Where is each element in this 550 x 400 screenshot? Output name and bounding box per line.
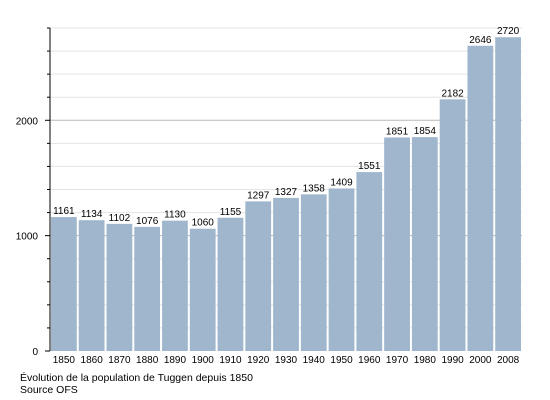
chart-caption: Évolution de la population de Tuggen dep…: [20, 372, 253, 384]
data-label: 2646: [469, 35, 492, 46]
x-tick-label: 1960: [358, 355, 381, 366]
x-tick-label: 1870: [108, 355, 131, 366]
bar: [78, 220, 105, 351]
bar: [245, 201, 272, 351]
data-label: 1409: [330, 177, 353, 188]
bar: [300, 194, 327, 351]
y-axis: 0 1000 2000: [16, 27, 51, 358]
x-tick-labels: 1850 1860 1870 1880 1890 1900 1910 1920 1930 1940…: [53, 355, 520, 366]
x-tick-label: 1950: [330, 355, 353, 366]
x-tick-label: 1940: [303, 355, 326, 366]
data-label: 1134: [81, 209, 103, 220]
bar: [217, 217, 244, 351]
data-labels: 1161 1134 1102 1076 1130 1060 1155 1297 1327 1358…: [53, 26, 520, 228]
x-tick-label: 1990: [441, 355, 464, 366]
data-label: 1358: [303, 183, 326, 194]
data-label: 1161: [53, 206, 75, 217]
x-tick-label: 1910: [219, 355, 242, 366]
x-tick-label: 1850: [53, 355, 76, 366]
data-label: 1327: [275, 187, 298, 198]
y-tick-label: 1000: [16, 232, 39, 243]
x-tick-label: 1880: [136, 355, 159, 366]
data-label: 1076: [136, 216, 159, 227]
x-tick-label: 1920: [247, 355, 270, 366]
data-label: 1102: [109, 213, 131, 224]
data-label: 1060: [192, 218, 215, 229]
data-label: 1854: [414, 126, 437, 137]
bar: [356, 172, 383, 351]
bar: [134, 226, 161, 351]
x-tick-label: 2000: [469, 355, 492, 366]
bar: [106, 223, 133, 351]
bar: [384, 137, 410, 351]
x-tick-label: 1930: [275, 355, 298, 366]
bar: [51, 217, 77, 351]
data-label: 1551: [358, 161, 381, 172]
x-tick-label: 1890: [164, 355, 187, 366]
bar: [439, 99, 466, 351]
bar: [467, 45, 494, 351]
y-tick-label: 2000: [16, 116, 39, 127]
x-tick-label: 1860: [81, 355, 104, 366]
bar: [495, 37, 521, 351]
x-tick-label: 1980: [414, 355, 437, 366]
data-label: 2720: [497, 26, 520, 37]
bar: [273, 197, 299, 351]
y-tick-label: 0: [32, 347, 38, 358]
data-label: 1155: [220, 207, 242, 218]
data-label: 2182: [441, 88, 464, 99]
x-tick-label: 2008: [497, 355, 520, 366]
data-label: 1297: [247, 190, 270, 201]
data-label: 1851: [386, 126, 409, 137]
x-tick-label: 1900: [192, 355, 215, 366]
bars: [51, 37, 521, 351]
x-tick-label: 1970: [386, 355, 409, 366]
bar: [189, 228, 216, 351]
bar: [411, 137, 438, 351]
data-label: 1130: [164, 210, 186, 221]
chart-source: Source OFS: [20, 384, 78, 396]
bar: [328, 188, 355, 351]
bar: [162, 220, 188, 351]
